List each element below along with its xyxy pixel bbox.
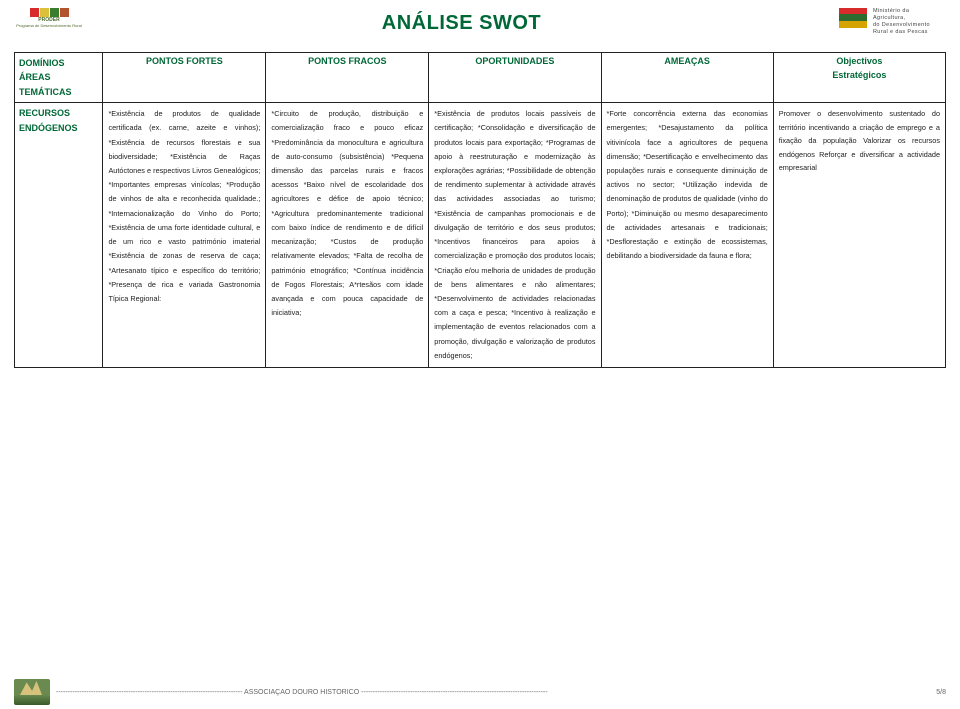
cell-fortes: *Existência de produtos de qualidade cer… — [103, 103, 266, 368]
swot-table: DOMÍNIOSÁREASTEMÁTICAS PONTOS FORTES PON… — [14, 52, 946, 368]
flag-stripe-3 — [839, 21, 867, 28]
ministerio-icon — [839, 8, 867, 30]
logo-square-2 — [40, 8, 49, 17]
cell-objectivos: Promover o desenvolvimento sustentado do… — [773, 103, 945, 368]
ministerio-line1: Ministério da — [873, 8, 930, 15]
cell-fracos: *Circuito de produção, distribuição e co… — [266, 103, 429, 368]
ministerio-line3: do Desenvolvimento — [873, 22, 930, 29]
logo-square-1 — [30, 8, 39, 17]
col-header-objectivos: ObjectivosEstratégicos — [773, 53, 945, 103]
ministerio-text: Ministério da Agricultura, do Desenvolvi… — [873, 8, 930, 36]
page-title: ANÁLISE SWOT — [382, 12, 541, 35]
swot-table-wrap: DOMÍNIOSÁREASTEMÁTICAS PONTOS FORTES PON… — [0, 44, 960, 368]
col-header-fracos: PONTOS FRACOS — [266, 53, 429, 103]
footer-logo — [14, 679, 50, 705]
col-header-oportunidades: OPORTUNIDADES — [429, 53, 601, 103]
col-header-ameacas: AMEAÇAS — [601, 53, 773, 103]
logo-square-4 — [60, 8, 69, 17]
cell-ameacas: *Forte concorrência externa das economia… — [601, 103, 773, 368]
ministerio-line2: Agricultura, — [873, 15, 930, 22]
page-footer: ----------------------------------------… — [14, 679, 946, 705]
page-header: PRODER Programa de Desenvolvimento Rural… — [0, 0, 960, 44]
logo-ministerio: Ministério da Agricultura, do Desenvolvi… — [839, 8, 930, 36]
col-header-fortes: PONTOS FORTES — [103, 53, 266, 103]
logo-proder-sub: Programa de Desenvolvimento Rural — [16, 24, 82, 28]
swot-row-recursos: RECURSOS ENDÓGENOS *Existência de produt… — [15, 103, 946, 368]
flag-stripe-2 — [839, 14, 867, 21]
header-row: DOMÍNIOSÁREASTEMÁTICAS PONTOS FORTES PON… — [15, 53, 946, 103]
row-label-recursos: RECURSOS ENDÓGENOS — [15, 103, 103, 368]
cell-oportunidades: *Existência de produtos locais passíveis… — [429, 103, 601, 368]
footer-text: ----------------------------------------… — [56, 689, 930, 696]
ministerio-line4: Rural e das Pescas — [873, 29, 930, 36]
footer-page: 5/8 — [936, 689, 946, 696]
logo-square-3 — [50, 8, 59, 17]
col-header-dominios: DOMÍNIOSÁREASTEMÁTICAS — [15, 53, 103, 103]
logo-proder: PRODER Programa de Desenvolvimento Rural — [14, 8, 84, 44]
